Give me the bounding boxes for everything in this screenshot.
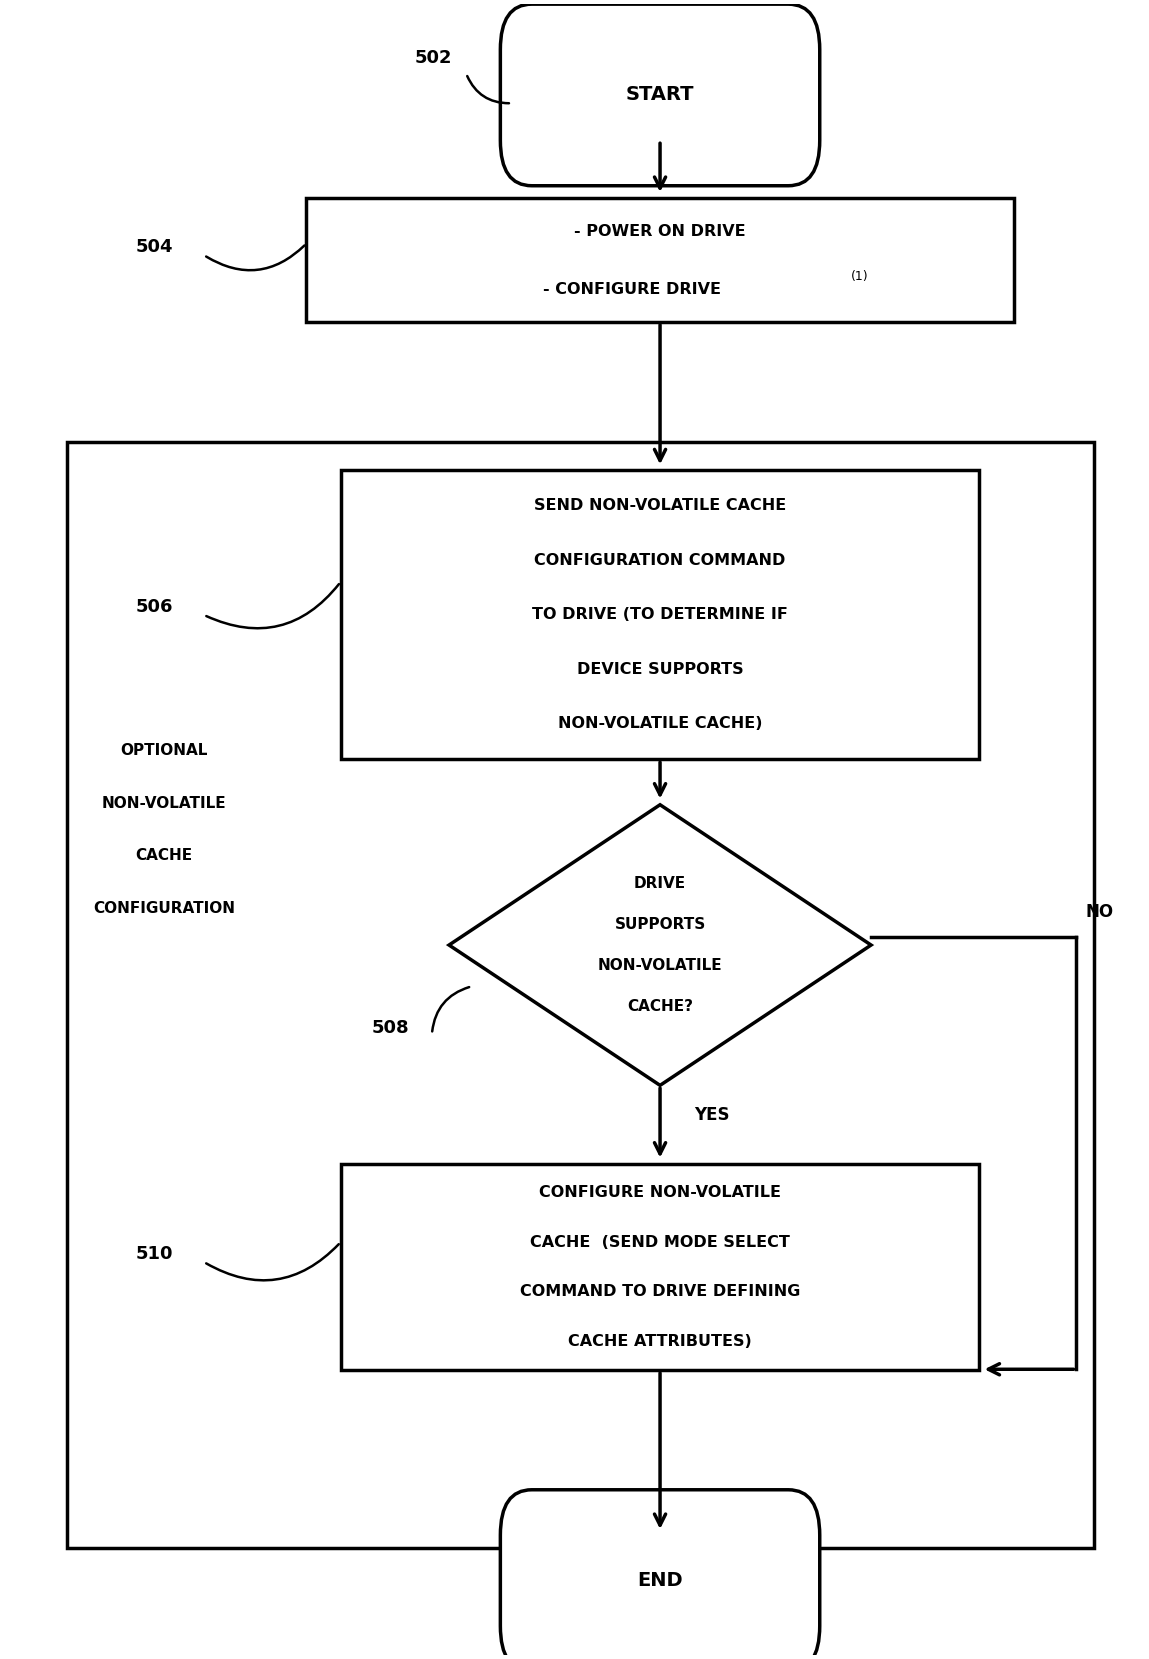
Text: COMMAND TO DRIVE DEFINING: COMMAND TO DRIVE DEFINING [519,1284,800,1299]
Bar [340,471,979,760]
Text: DRIVE: DRIVE [634,876,686,891]
Text: 508: 508 [371,1019,409,1037]
Text: CONFIGURATION: CONFIGURATION [93,901,234,916]
Text: CONFIGURE NON-VOLATILE: CONFIGURE NON-VOLATILE [539,1185,781,1199]
FancyBboxPatch shape [500,1490,819,1659]
Text: SEND NON-VOLATILE CACHE: SEND NON-VOLATILE CACHE [534,498,786,514]
Polygon shape [449,805,871,1085]
Text: NO: NO [1086,902,1113,921]
FancyBboxPatch shape [500,5,819,186]
Bar [307,197,1013,322]
Text: NON-VOLATILE CACHE): NON-VOLATILE CACHE) [557,717,762,732]
Text: (1): (1) [851,270,869,284]
Text: CACHE ATTRIBUTES): CACHE ATTRIBUTES) [568,1334,751,1349]
Text: - CONFIGURE DRIVE: - CONFIGURE DRIVE [542,282,720,297]
Bar [340,1163,979,1370]
Text: - POWER ON DRIVE: - POWER ON DRIVE [574,224,746,239]
Text: YES: YES [694,1107,730,1125]
Text: CACHE?: CACHE? [627,999,693,1014]
Text: SUPPORTS: SUPPORTS [615,917,705,932]
Text: END: END [638,1571,683,1589]
Text: 506: 506 [136,597,173,615]
Bar [67,441,1094,1548]
Text: NON-VOLATILE: NON-VOLATILE [597,959,723,974]
Text: 502: 502 [415,48,453,66]
Text: OPTIONAL: OPTIONAL [121,743,208,758]
Text: 510: 510 [136,1244,173,1262]
Text: CONFIGURATION COMMAND: CONFIGURATION COMMAND [534,552,786,567]
Text: DEVICE SUPPORTS: DEVICE SUPPORTS [577,662,743,677]
Text: START: START [626,86,694,105]
Text: CACHE: CACHE [136,848,192,863]
Text: TO DRIVE (TO DETERMINE IF: TO DRIVE (TO DETERMINE IF [532,607,788,622]
Text: CACHE  (SEND MODE SELECT: CACHE (SEND MODE SELECT [530,1234,791,1249]
Text: NON-VOLATILE: NON-VOLATILE [101,796,226,811]
Text: 504: 504 [136,237,173,255]
